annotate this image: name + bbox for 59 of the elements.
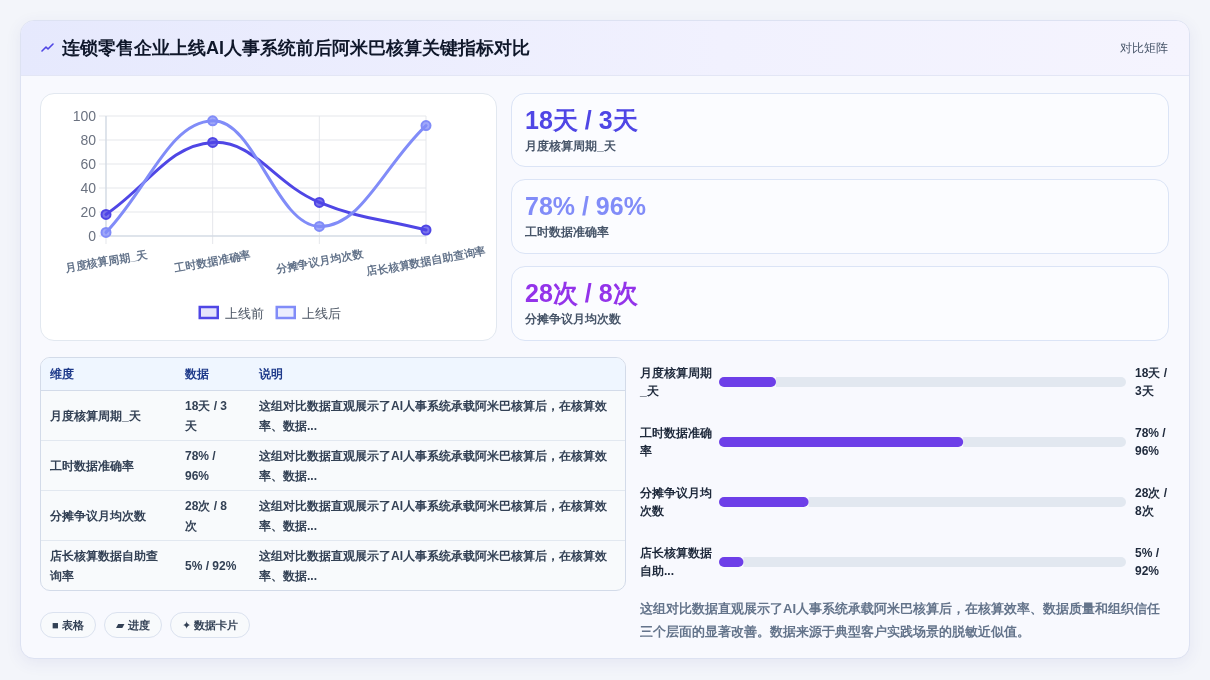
point xyxy=(313,220,325,232)
category-label: 数据 xyxy=(184,365,210,383)
y-tick-label: 100 xyxy=(72,108,97,124)
bar xyxy=(963,437,1126,447)
text: 28次 / 8次 xyxy=(525,278,638,308)
point xyxy=(420,224,432,236)
point xyxy=(420,120,432,132)
bar xyxy=(719,437,964,447)
text: ■ 表格 xyxy=(40,612,96,638)
x-tick-label: 分摊争议月均次数 xyxy=(273,247,365,276)
y-tick-label: 80 xyxy=(80,132,97,148)
text: 分摊争议月均次数 xyxy=(50,508,146,523)
text: 这组对比数据直观展示了AI人事系统承载阿米巴核算后，在核算效率、数据... xyxy=(259,398,607,433)
text: 这组对比数据直观展示了AI人事系统承载阿米巴核算后，在核算效率、数据... xyxy=(259,448,607,483)
text: 5% / 92% xyxy=(1135,545,1161,580)
point xyxy=(207,136,219,148)
y-tick-label: 分摊争议月均次数 xyxy=(640,485,713,520)
text: 18天 / 3天 xyxy=(185,398,228,433)
text: 连锁零售企业上线AI人事系统前后阿米巴核算关键指标对比 xyxy=(62,37,530,60)
y-tick-label: 月度核算周期_天 xyxy=(640,365,713,400)
x-tick-label: 店长核算数据自助查询率 xyxy=(364,244,487,278)
point xyxy=(100,208,112,220)
y-tick-label: 60 xyxy=(80,156,97,172)
bar xyxy=(743,557,1126,567)
legend-label: 上线前 xyxy=(224,305,264,321)
text: 这组对比数据直观展示了AI人事系统承载阿米巴核算后，在核算效率、数据... xyxy=(259,498,607,533)
bar xyxy=(719,377,776,387)
legend-label: 上线后 xyxy=(301,305,341,321)
text: ✦ 数据卡片 xyxy=(170,612,251,638)
point xyxy=(207,115,219,127)
y-tick-label: 40 xyxy=(80,180,97,196)
text: 78% / 96% xyxy=(1135,425,1167,460)
text: 78% / 96% xyxy=(185,448,216,483)
text: 这组对比数据直观展示了AI人事系统承载阿米巴核算后，在核算效率、数据质量和组织信任三个层面的显著改善。数据来源于典型客户实践场景的脱敏近似值。 xyxy=(640,600,1161,641)
y-tick-label: 20 xyxy=(80,204,97,220)
y-tick-label: 0 xyxy=(88,228,97,244)
text: 分摊争议月均次数 xyxy=(525,311,621,327)
bar xyxy=(775,377,1126,387)
text: 这组对比数据直观展示了AI人事系统承载阿米巴核算后，在核算效率、数据... xyxy=(259,548,607,583)
point xyxy=(100,226,112,238)
bar xyxy=(808,497,1126,507)
text: 18天 / 3天 xyxy=(1135,365,1168,400)
x-tick-label: 工时数据准确率 xyxy=(172,248,252,274)
y-tick-label: 工时数据准确率 xyxy=(640,425,713,460)
text: 店长核算数据自助查询率 xyxy=(50,548,158,583)
text: 对比矩阵 xyxy=(1120,40,1168,56)
category-label: 维度 xyxy=(49,365,75,383)
text: 工时数据准确率 xyxy=(525,224,609,240)
text: 18天 / 3天 xyxy=(525,105,638,135)
text: ▰ 进度 xyxy=(104,612,162,638)
text: 28次 / 8次 xyxy=(185,498,228,533)
bar xyxy=(719,497,809,507)
category-label: 说明 xyxy=(258,365,284,383)
text: 月度核算周期_天 xyxy=(525,138,616,154)
text: 28次 / 8次 xyxy=(1135,485,1168,520)
text: 78% / 96% xyxy=(525,191,646,221)
text: 5% / 92% xyxy=(185,558,237,573)
y-tick-label: 店长核算数据自助... xyxy=(640,545,713,580)
point xyxy=(313,196,325,208)
